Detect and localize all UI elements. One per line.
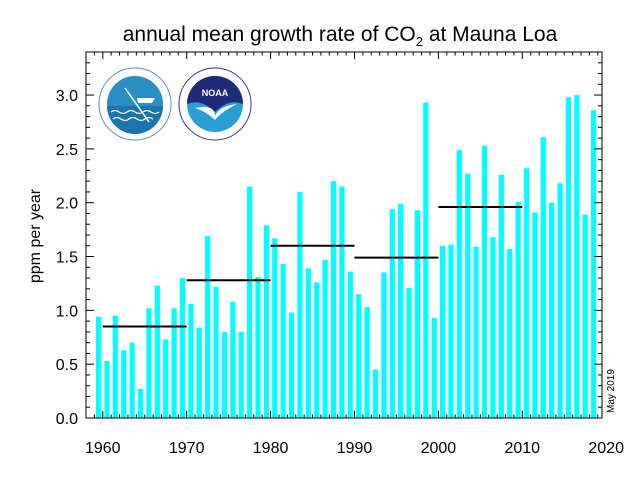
bar-2016 xyxy=(574,95,580,418)
bar-1987 xyxy=(330,181,337,418)
bar-2003 xyxy=(465,173,471,418)
bar-1974 xyxy=(221,331,228,418)
bar-1986 xyxy=(322,259,328,418)
bar-2014 xyxy=(557,183,563,418)
bar-1962 xyxy=(121,350,127,418)
bar-1985 xyxy=(314,282,320,418)
bar-1963 xyxy=(129,342,135,418)
bar-1984 xyxy=(305,268,311,418)
bar-1978 xyxy=(255,276,261,418)
bar-1992 xyxy=(372,369,379,418)
y-tick-label: 2.0 xyxy=(56,196,78,213)
bar-2017 xyxy=(582,214,588,418)
x-tick-label: 2000 xyxy=(421,440,457,457)
x-tick-label: 2010 xyxy=(504,440,540,457)
bar-1991 xyxy=(364,307,370,418)
y-axis-label: ppm per year xyxy=(27,188,44,283)
bar-2004 xyxy=(473,246,479,418)
bar-1999 xyxy=(431,317,437,418)
x-tick-label: 1990 xyxy=(337,440,373,457)
bar-2005 xyxy=(481,145,488,418)
bar-1964 xyxy=(137,388,144,418)
bar-1989 xyxy=(347,271,353,418)
bar-1979 xyxy=(263,225,269,418)
bar-1968 xyxy=(171,308,177,418)
bar-1969 xyxy=(179,278,186,418)
bar-1990 xyxy=(356,294,362,418)
x-tick-label: 1960 xyxy=(85,440,121,457)
bar-1959 xyxy=(95,316,102,418)
bar-1966 xyxy=(154,285,160,418)
bar-1995 xyxy=(398,203,404,418)
bar-1994 xyxy=(389,209,395,418)
bar-2000 xyxy=(439,245,446,418)
bar-2012 xyxy=(540,137,546,418)
y-tick-label: 0.0 xyxy=(56,411,78,428)
svg-text:NOAA: NOAA xyxy=(202,88,229,98)
bar-2010 xyxy=(523,168,530,418)
bar-1960 xyxy=(104,360,110,418)
x-tick-label: 2020 xyxy=(588,440,624,457)
axes: 1960 1970 1980 1990 2000 2010 2020 0.0 0.5 1.0 1.5… xyxy=(56,51,624,457)
y-tick-label: 1.0 xyxy=(56,303,78,320)
bar-1970 xyxy=(188,303,194,418)
bar-2009 xyxy=(515,201,521,418)
bar-2018 xyxy=(591,110,597,419)
bar-1977 xyxy=(247,186,253,418)
bar-1972 xyxy=(205,236,211,418)
bar-1983 xyxy=(297,191,303,418)
decade-means xyxy=(102,206,523,328)
bar-1988 xyxy=(339,186,345,418)
bar-2002 xyxy=(456,149,462,419)
y-tick-label: 0.5 xyxy=(56,357,78,374)
y-tick-label: 1.5 xyxy=(56,250,78,267)
x-tick-label: 1980 xyxy=(253,440,289,457)
bars xyxy=(95,95,597,419)
bar-1998 xyxy=(423,102,429,418)
bar-2001 xyxy=(448,244,454,418)
date-annotation: May 2019 xyxy=(606,369,617,413)
bar-1973 xyxy=(213,286,219,418)
bar-1997 xyxy=(414,210,421,418)
bar-1971 xyxy=(196,327,202,418)
bar-1965 xyxy=(146,308,152,418)
bar-2013 xyxy=(549,202,555,418)
bar-1980 xyxy=(272,238,278,418)
bar-1996 xyxy=(406,287,412,418)
bar-2015 xyxy=(565,97,572,418)
chart-title: annual mean growth rate of CO2 at Mauna … xyxy=(123,23,558,49)
bar-1975 xyxy=(230,301,236,418)
noaa-logo: NOAA xyxy=(178,67,252,141)
scripps-logo xyxy=(98,67,172,141)
y-tick-label: 3.0 xyxy=(56,88,78,105)
bar-2008 xyxy=(507,248,513,418)
bar-1961 xyxy=(112,315,118,418)
y-tick-label: 2.5 xyxy=(56,142,78,159)
bar-1976 xyxy=(238,331,244,418)
bar-1981 xyxy=(280,264,286,418)
bar-1967 xyxy=(163,339,169,418)
bar-1993 xyxy=(381,272,387,418)
x-tick-label: 1970 xyxy=(169,440,205,457)
bar-2007 xyxy=(498,174,504,418)
bar-2006 xyxy=(490,237,496,418)
bar-1982 xyxy=(288,312,295,418)
bar-2011 xyxy=(532,212,538,418)
